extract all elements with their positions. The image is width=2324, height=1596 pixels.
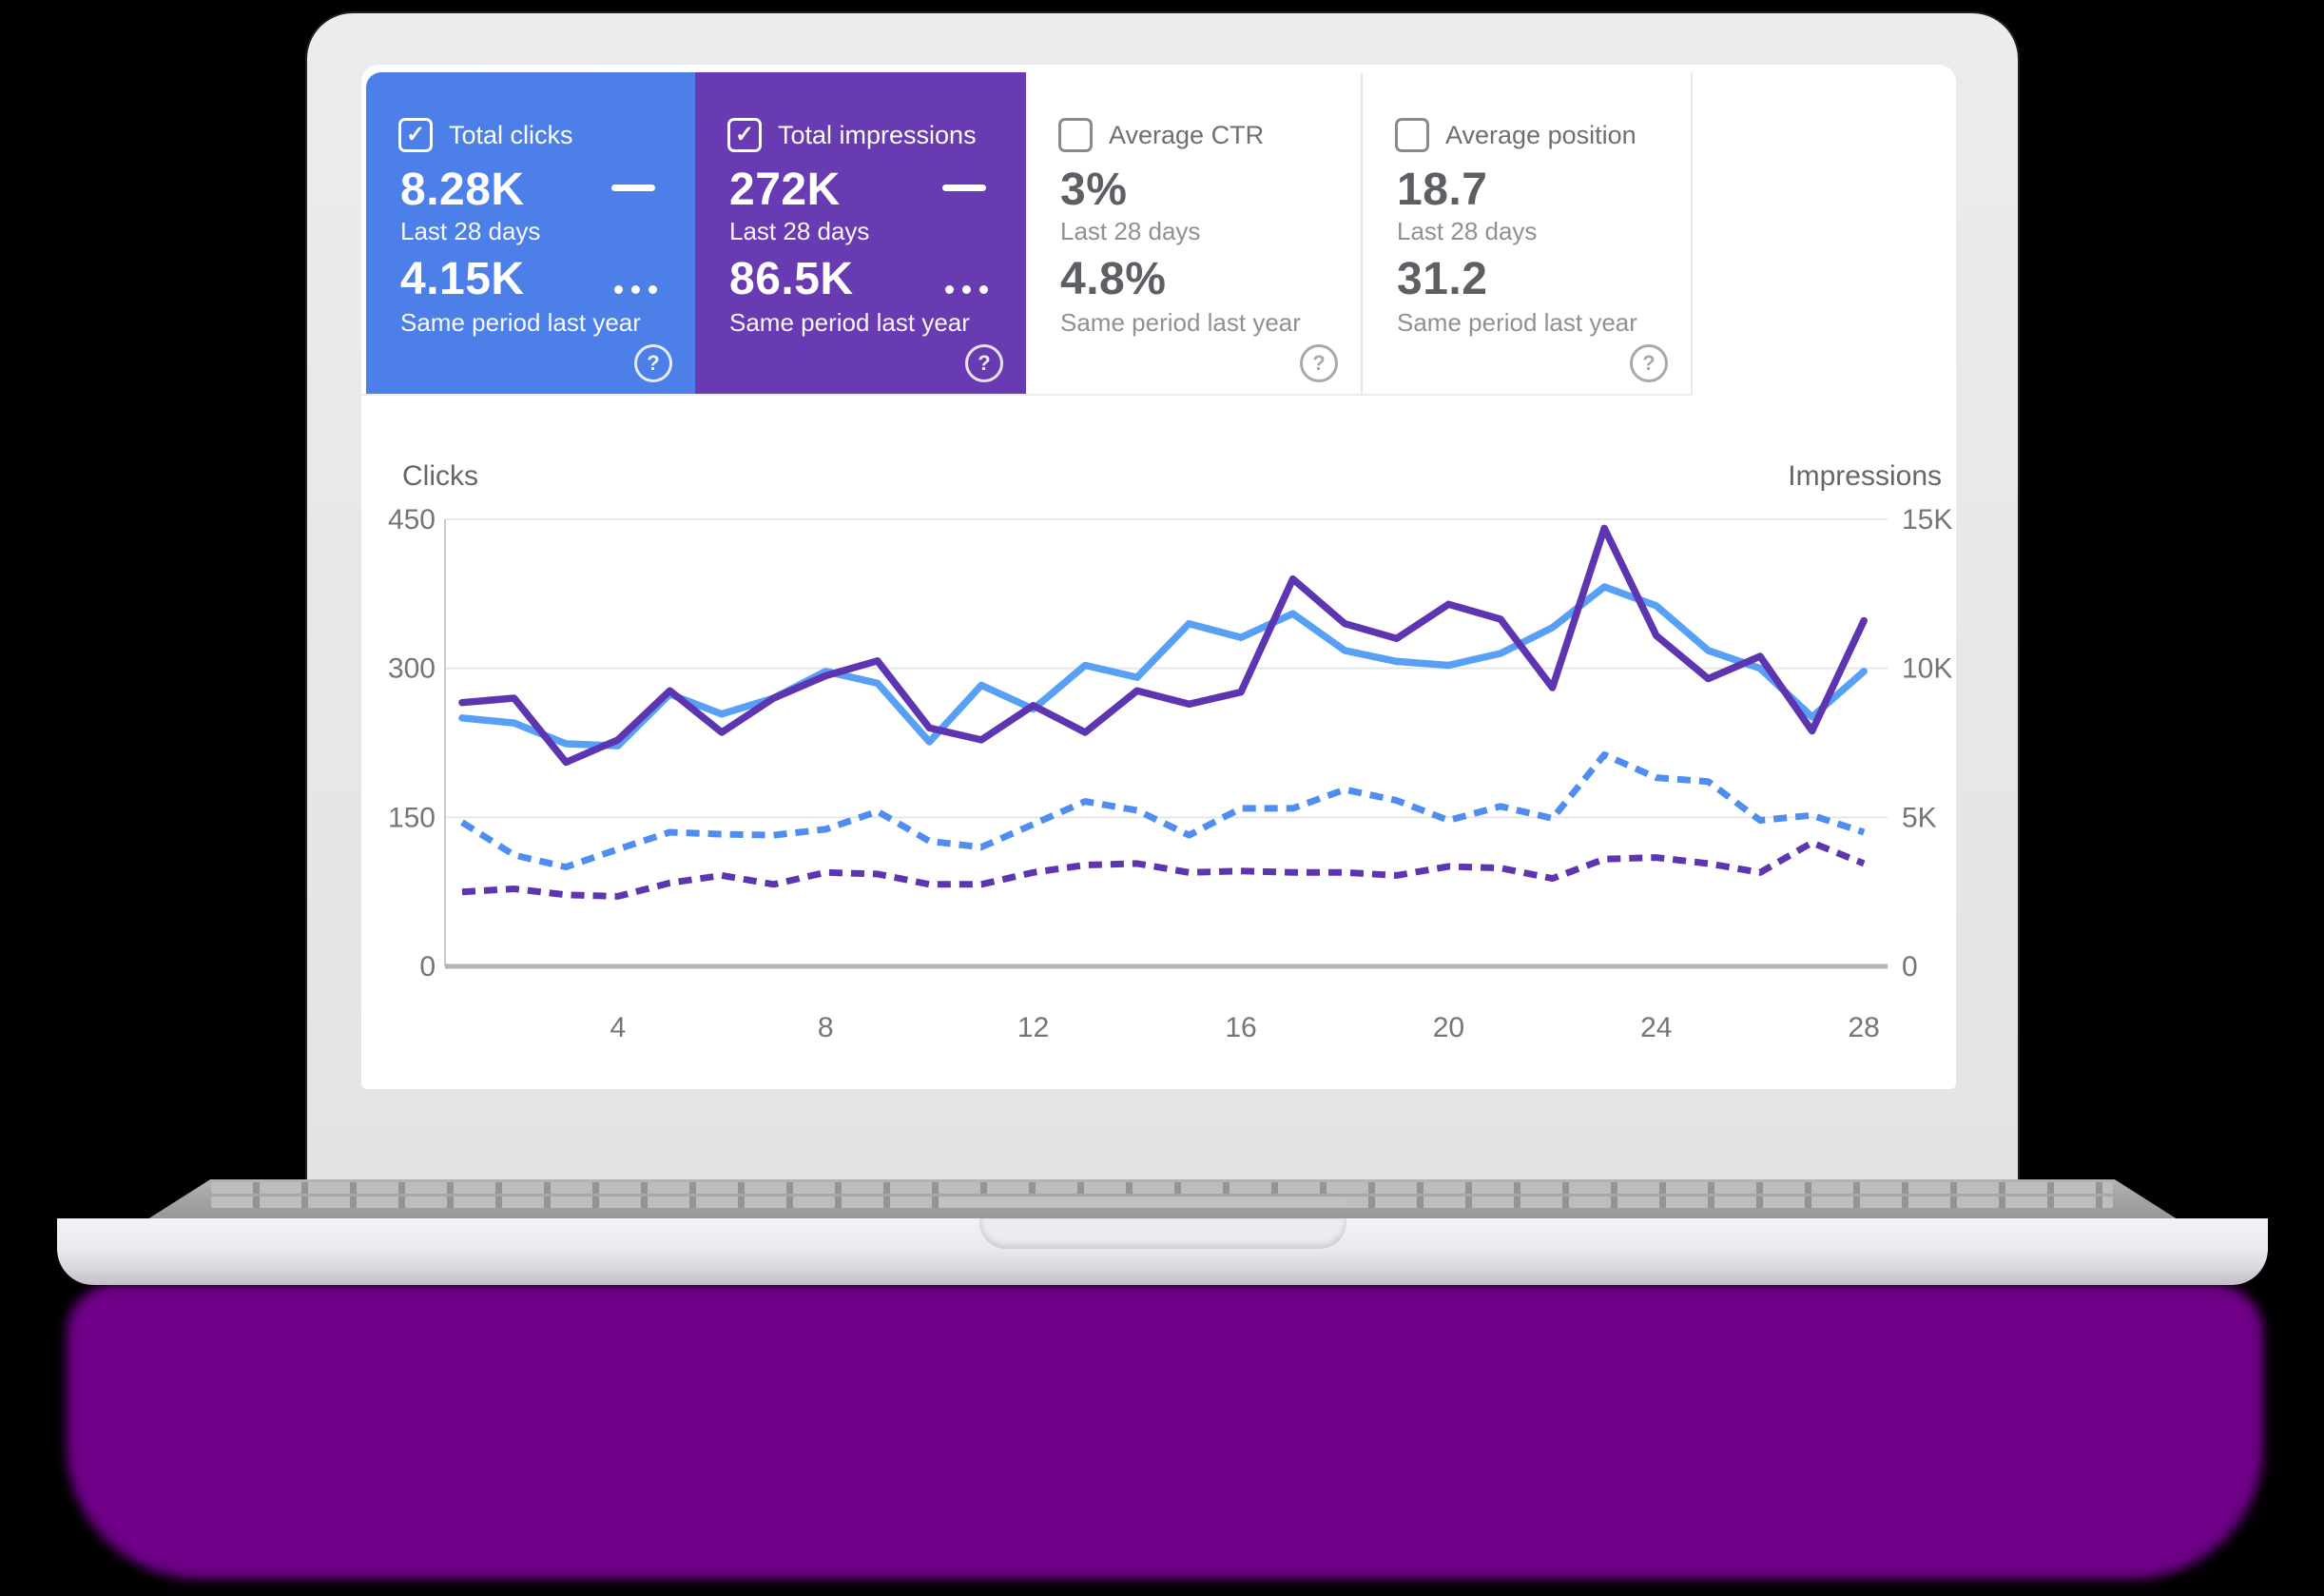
average-position-checkbox[interactable] — [1395, 118, 1429, 152]
total-clicks-checkbox[interactable]: ✓ — [398, 118, 433, 152]
laptop-lid-notch — [978, 1218, 1346, 1249]
x-axis-tick: 8 — [818, 1012, 834, 1043]
card-total-impressions[interactable]: ✓ Total impressions 272K Last 28 days 86… — [695, 72, 1026, 394]
left-axis-tick: 150 — [388, 802, 436, 833]
series-solid-right — [458, 524, 1868, 767]
previous-period: Same period last year — [729, 308, 970, 337]
right-axis-tick: 15K — [1902, 504, 1952, 535]
current-period: Last 28 days — [1397, 217, 1538, 245]
previous-period: Same period last year — [1060, 308, 1301, 337]
card-header: Average position — [1395, 118, 1636, 152]
right-axis-tick: 10K — [1902, 653, 1952, 685]
previous-value: 86.5K — [729, 254, 854, 304]
help-icon[interactable]: ? — [965, 344, 1003, 382]
spacebar-key — [939, 1197, 1347, 1208]
card-average-ctr[interactable]: Average CTR 3% Last 28 days 4.8% Same pe… — [1026, 72, 1363, 394]
card-average-position[interactable]: Average position 18.7 Last 28 days 31.2 … — [1363, 72, 1693, 394]
current-value: 8.28K — [400, 165, 525, 215]
previous-value: 4.15K — [400, 254, 525, 304]
performance-line-chart: Clicks Impressions 450 300 150 0 15K 10K 5K 0 4 8 12… — [388, 460, 1952, 1043]
current-value: 272K — [729, 165, 841, 215]
keyboard-keys-row — [211, 1182, 2113, 1194]
series-dashed-left — [460, 751, 1866, 871]
right-axis-title: Impressions — [1788, 460, 1942, 492]
previous-period: Same period last year — [400, 308, 641, 337]
left-axis-tick: 300 — [388, 653, 436, 685]
card-label: Total impressions — [778, 120, 977, 149]
previous-value: 4.8% — [1060, 254, 1167, 304]
search-console-dashboard: ✓ Total clicks 8.28K Last 28 days 4.15K … — [361, 65, 1956, 1089]
check-icon: ✓ — [734, 122, 755, 147]
laptop-base — [57, 1218, 2268, 1285]
dash-icon — [942, 185, 986, 191]
left-axis-tick: 450 — [388, 504, 436, 535]
help-icon[interactable]: ? — [634, 344, 672, 382]
current-period: Last 28 days — [729, 217, 870, 245]
right-axis-tick: 5K — [1902, 802, 1937, 833]
card-header: ✓ Total clicks — [398, 118, 573, 152]
x-axis-tick: 4 — [610, 1012, 626, 1043]
help-icon[interactable]: ? — [1300, 344, 1338, 382]
left-axis-title: Clicks — [402, 460, 478, 492]
series-dashed-right — [461, 839, 1866, 900]
x-axis-tick: 28 — [1849, 1012, 1880, 1043]
purple-backdrop — [67, 1284, 2263, 1579]
card-header: Average CTR — [1058, 118, 1264, 152]
average-ctr-checkbox[interactable] — [1058, 118, 1093, 152]
series-solid-left — [458, 583, 1868, 749]
previous-period: Same period last year — [1397, 308, 1637, 337]
x-axis-tick: 16 — [1225, 1012, 1256, 1043]
card-header: ✓ Total impressions — [727, 118, 977, 152]
dash-icon — [611, 185, 655, 191]
check-icon: ✓ — [405, 122, 426, 147]
card-label: Average CTR — [1109, 120, 1265, 149]
help-icon[interactable]: ? — [1630, 344, 1668, 382]
current-value: 18.7 — [1397, 165, 1488, 215]
ellipsis-icon — [945, 285, 988, 294]
total-impressions-checkbox[interactable]: ✓ — [727, 118, 762, 152]
x-axis-tick: 12 — [1017, 1012, 1049, 1043]
right-axis-tick: 0 — [1902, 951, 1918, 983]
current-period: Last 28 days — [1060, 217, 1201, 245]
x-axis-tick: 20 — [1433, 1012, 1464, 1043]
card-label: Average position — [1445, 120, 1636, 149]
laptop-screen: ✓ Total clicks 8.28K Last 28 days 4.15K … — [307, 13, 2018, 1218]
card-label: Total clicks — [449, 120, 573, 149]
current-value: 3% — [1060, 165, 1128, 215]
left-axis-tick: 0 — [419, 951, 436, 983]
ellipsis-icon — [614, 285, 657, 294]
metric-cards-row: ✓ Total clicks 8.28K Last 28 days 4.15K … — [361, 72, 1693, 396]
current-period: Last 28 days — [400, 217, 541, 245]
x-axis-tick: 24 — [1640, 1012, 1672, 1043]
previous-value: 31.2 — [1397, 254, 1488, 304]
card-total-clicks[interactable]: ✓ Total clicks 8.28K Last 28 days 4.15K … — [366, 72, 695, 394]
laptop-keyboard — [147, 1179, 2178, 1219]
